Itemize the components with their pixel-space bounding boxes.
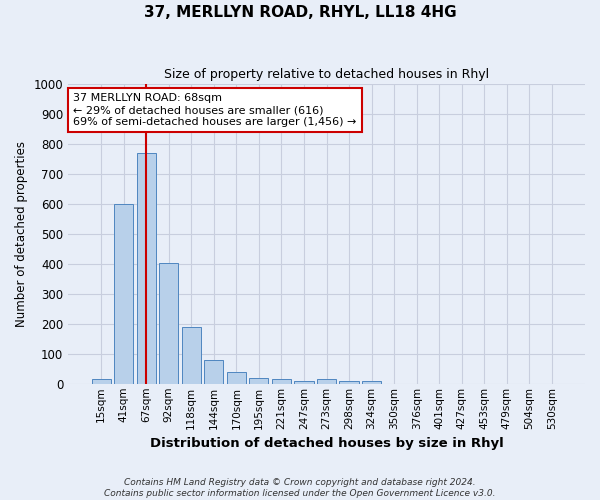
Bar	[272, 378, 291, 384]
Bar	[227, 372, 246, 384]
Bar	[182, 327, 201, 384]
Bar	[114, 204, 133, 384]
Bar	[362, 382, 381, 384]
Y-axis label: Number of detached properties: Number of detached properties	[15, 141, 28, 327]
Bar	[137, 154, 156, 384]
Bar	[250, 378, 268, 384]
X-axis label: Distribution of detached houses by size in Rhyl: Distribution of detached houses by size …	[149, 437, 503, 450]
Bar	[92, 380, 110, 384]
Text: Contains HM Land Registry data © Crown copyright and database right 2024.
Contai: Contains HM Land Registry data © Crown c…	[104, 478, 496, 498]
Text: 37 MERLLYN ROAD: 68sqm
← 29% of detached houses are smaller (616)
69% of semi-de: 37 MERLLYN ROAD: 68sqm ← 29% of detached…	[73, 94, 356, 126]
Text: 37, MERLLYN ROAD, RHYL, LL18 4HG: 37, MERLLYN ROAD, RHYL, LL18 4HG	[143, 5, 457, 20]
Bar	[340, 381, 359, 384]
Bar	[204, 360, 223, 384]
Bar	[159, 263, 178, 384]
Title: Size of property relative to detached houses in Rhyl: Size of property relative to detached ho…	[164, 68, 489, 80]
Bar	[295, 381, 314, 384]
Bar	[317, 380, 336, 384]
